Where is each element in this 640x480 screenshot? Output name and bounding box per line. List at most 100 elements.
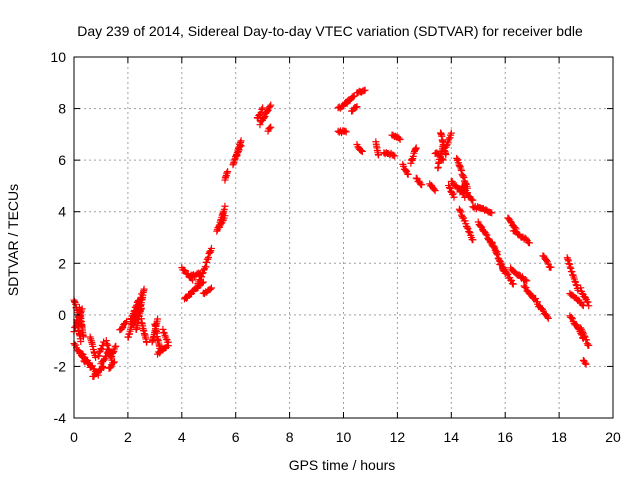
data-point — [194, 280, 202, 288]
data-point — [77, 338, 85, 346]
data-point — [353, 103, 361, 111]
data-point — [221, 202, 229, 210]
y-tick-label: -4 — [54, 410, 67, 426]
data-point — [110, 358, 118, 366]
data-point — [391, 152, 399, 160]
data-point — [198, 270, 206, 278]
data-point — [522, 276, 530, 284]
data-point — [523, 277, 531, 285]
data-point — [181, 267, 189, 275]
data-point — [579, 328, 587, 336]
data-point — [442, 151, 450, 159]
data-point — [431, 187, 439, 195]
data-point — [430, 185, 438, 193]
data-point — [463, 189, 471, 197]
y-tick-label: 0 — [58, 307, 66, 323]
data-point — [357, 147, 365, 155]
data-point — [522, 284, 530, 292]
data-point — [221, 212, 229, 220]
data-point — [207, 244, 215, 252]
data-point — [267, 123, 275, 131]
data-point — [581, 359, 589, 367]
data-point — [404, 170, 412, 178]
data-point — [449, 190, 457, 198]
data-point — [198, 273, 206, 281]
x-tick-label: 8 — [286, 429, 294, 445]
data-point — [585, 302, 593, 310]
data-point — [263, 107, 271, 115]
data-point — [457, 208, 465, 216]
data-points — [70, 86, 593, 380]
data-point — [232, 153, 240, 161]
data-point — [100, 356, 108, 364]
data-point — [584, 298, 592, 306]
y-tick-label: 4 — [58, 204, 66, 220]
data-point — [418, 181, 426, 189]
data-point — [445, 184, 453, 192]
data-point — [267, 101, 275, 109]
data-point — [582, 360, 590, 368]
y-axis-label: SDTVAR / TECUs — [5, 184, 21, 296]
data-point — [224, 168, 232, 176]
data-point — [266, 103, 274, 111]
x-tick-label: 14 — [444, 429, 460, 445]
data-point — [578, 301, 586, 309]
data-point — [349, 93, 357, 101]
data-point — [111, 343, 119, 351]
data-point — [110, 359, 118, 367]
data-point — [258, 105, 266, 113]
data-point — [341, 127, 349, 135]
y-tick-label: 8 — [58, 101, 66, 117]
data-point — [161, 331, 169, 339]
data-point — [95, 352, 103, 360]
data-point — [503, 269, 511, 277]
data-point — [412, 144, 420, 152]
data-point — [577, 324, 585, 332]
data-point — [578, 289, 586, 297]
y-tick-label: 2 — [58, 255, 66, 271]
data-point — [260, 114, 268, 122]
data-point — [266, 124, 274, 132]
data-point — [375, 151, 383, 159]
data-point — [543, 313, 551, 321]
data-point — [164, 338, 172, 346]
data-point — [396, 136, 404, 144]
y-tick-label: -2 — [54, 358, 67, 374]
data-point — [447, 129, 455, 137]
data-point — [456, 207, 464, 215]
data-point — [509, 280, 517, 288]
x-tick-label: 2 — [124, 429, 132, 445]
data-point — [154, 315, 162, 323]
data-point — [98, 345, 106, 353]
data-point — [207, 284, 215, 292]
data-point — [206, 285, 214, 293]
data-point — [100, 363, 108, 371]
x-tick-label: 18 — [551, 429, 567, 445]
data-point — [463, 223, 471, 231]
data-point — [79, 333, 87, 341]
data-point — [469, 196, 477, 204]
data-point — [140, 285, 148, 293]
x-tick-label: 0 — [70, 429, 78, 445]
x-tick-label: 16 — [497, 429, 513, 445]
data-point — [582, 294, 590, 302]
data-point — [543, 256, 551, 264]
data-point — [577, 325, 585, 333]
data-point — [477, 223, 485, 231]
data-point — [583, 336, 591, 344]
data-point — [122, 319, 130, 327]
grid — [74, 57, 613, 418]
data-point — [342, 128, 350, 136]
x-tick-label: 20 — [605, 429, 621, 445]
data-point — [522, 235, 530, 243]
data-point — [446, 185, 454, 193]
data-point — [118, 325, 126, 333]
x-tick-label: 10 — [336, 429, 352, 445]
data-point — [518, 273, 526, 281]
x-tick-label: 12 — [390, 429, 406, 445]
data-point — [395, 134, 403, 142]
data-point — [123, 318, 131, 326]
data-point — [261, 112, 269, 120]
data-point — [390, 151, 398, 159]
